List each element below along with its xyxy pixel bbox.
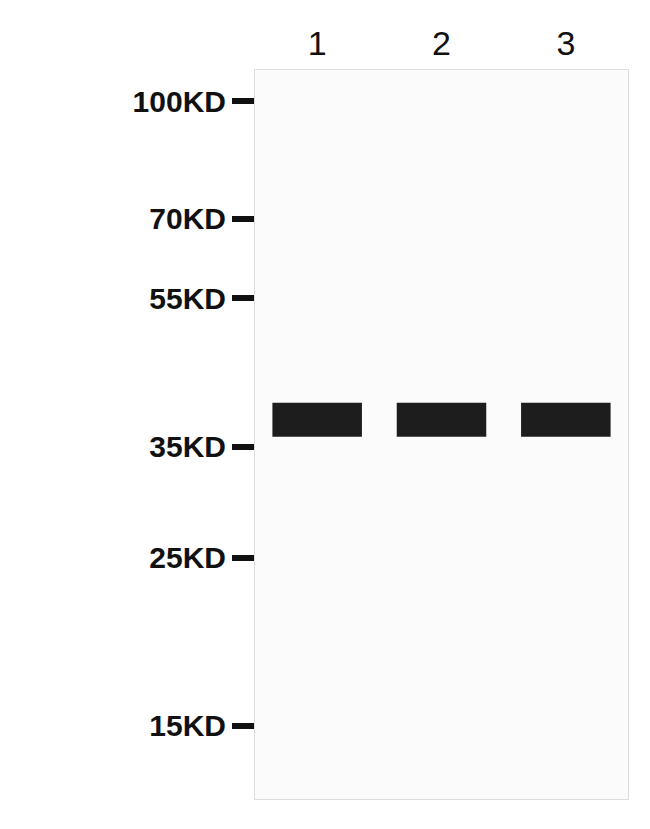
svg-text:100KD: 100KD — [133, 85, 226, 118]
svg-text:35KD: 35KD — [149, 430, 226, 463]
svg-text:2: 2 — [432, 24, 451, 62]
svg-text:70KD: 70KD — [149, 202, 226, 235]
svg-text:3: 3 — [556, 24, 575, 62]
svg-text:25KD: 25KD — [149, 541, 226, 574]
svg-text:15KD: 15KD — [149, 709, 226, 742]
svg-text:1: 1 — [308, 24, 327, 62]
svg-text:55KD: 55KD — [149, 282, 226, 315]
